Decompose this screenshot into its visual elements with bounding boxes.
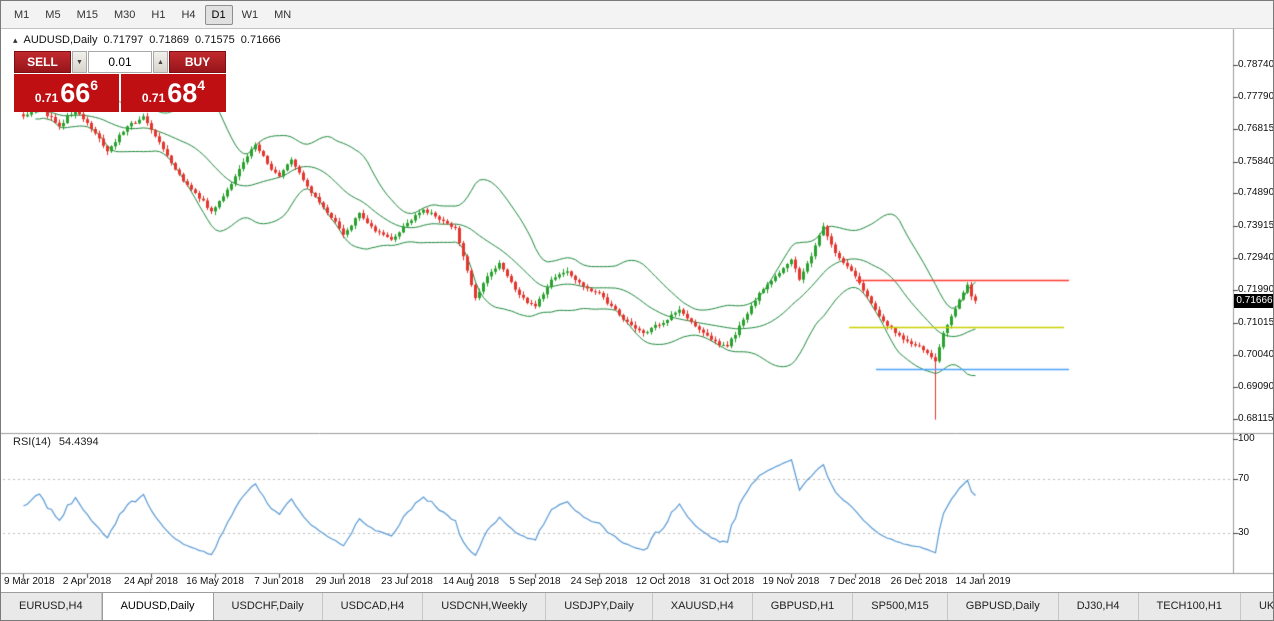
chart-tab-tech100-h1[interactable]: TECH100,H1 xyxy=(1139,593,1241,620)
chart-tab-usdjpy-daily[interactable]: USDJPY,Daily xyxy=(546,593,653,620)
chart-tab-xauusd-h4[interactable]: XAUUSD,H4 xyxy=(653,593,753,620)
date-axis-label: 24 Sep 2018 xyxy=(570,576,628,587)
date-axis-label: 16 May 2018 xyxy=(186,576,244,587)
current-price-tag: 0.71666 xyxy=(1234,293,1273,308)
buy-button[interactable]: BUY xyxy=(169,51,226,73)
price-axis-label: 0.70040 xyxy=(1238,349,1274,360)
buy-price-panel[interactable]: 0.71 68 4 xyxy=(121,74,226,112)
timeframe-toolbar: M1 M5 M15 M30 H1 H4 D1 W1 MN xyxy=(1,1,1273,29)
timeframe-button-m30[interactable]: M30 xyxy=(107,5,142,25)
price-axis-label: 0.75840 xyxy=(1238,155,1274,167)
price-axis-label: 0.71990 xyxy=(1238,284,1274,295)
chart-tab-audusd-daily[interactable]: AUDUSD,Daily xyxy=(101,593,214,620)
chart-tab-eurusd-h4[interactable]: EURUSD,H4 xyxy=(1,593,102,620)
date-axis-label: 24 Apr 2018 xyxy=(124,576,178,587)
sell-price-prefix: 0.71 xyxy=(34,91,59,105)
chart-tabs-bar: EURUSD,H4 AUDUSD,Daily USDCHF,Daily USDCAD,… xyxy=(1,592,1273,620)
chart-symbol-label: AUDUSD,Daily xyxy=(23,34,98,46)
price-axis-label: 0.71015 xyxy=(1238,316,1274,328)
date-axis-label: 31 Oct 2018 xyxy=(699,576,755,587)
chart-tab-gbpusd-h1[interactable]: GBPUSD,H1 xyxy=(753,593,854,620)
rsi-indicator-label: RSI(14) xyxy=(13,436,51,448)
chart-tab-dj30-h4[interactable]: DJ30,H4 xyxy=(1059,593,1139,620)
date-axis-label: 29 Jun 2018 xyxy=(315,576,371,587)
date-axis-label: 23 Jul 2018 xyxy=(381,576,433,587)
timeframe-button-w1[interactable]: W1 xyxy=(235,5,266,25)
price-axis-label: 0.73915 xyxy=(1238,219,1274,231)
ohlc-close: 0.71666 xyxy=(240,34,281,46)
price-axis-label: 0.69090 xyxy=(1238,380,1274,392)
trade-prices-row: 0.71 66 6 0.71 68 4 xyxy=(14,74,226,112)
sell-price-panel[interactable]: 0.71 66 6 xyxy=(14,74,119,112)
date-axis-label: 7 Dec 2018 xyxy=(829,576,881,587)
timeframe-button-mn[interactable]: MN xyxy=(267,5,298,25)
chevron-down-icon: ▼ xyxy=(76,58,83,66)
chevron-up-icon: ▲ xyxy=(157,58,164,66)
chart-tab-sp500-m15[interactable]: SP500,M15 xyxy=(853,593,948,620)
ohlc-low: 0.71575 xyxy=(195,34,235,46)
date-axis-label: 14 Jan 2019 xyxy=(955,576,1011,587)
sell-price-sup: 6 xyxy=(90,77,99,93)
timeframe-button-m5[interactable]: M5 xyxy=(38,5,67,25)
sell-button[interactable]: SELL xyxy=(14,51,71,73)
date-axis-label: 7 Jun 2018 xyxy=(254,576,304,587)
volume-increase-button[interactable]: ▲ xyxy=(153,51,168,73)
price-axis-label: 0.68115 xyxy=(1238,413,1274,425)
price-axis-label: 0.76815 xyxy=(1238,123,1274,135)
volume-decrease-button[interactable]: ▼ xyxy=(72,51,87,73)
trade-controls-row: SELL ▼ ▲ BUY xyxy=(14,51,226,73)
rsi-axis-label: 30 xyxy=(1238,527,1250,538)
price-axis-label: 0.77790 xyxy=(1238,90,1274,102)
chart-tab-ukoil-h1[interactable]: UKOil,H1 xyxy=(1241,593,1273,620)
rsi-axis-label: 100 xyxy=(1238,432,1255,444)
volume-input[interactable] xyxy=(88,51,152,73)
chart-tab-usdcnh-weekly[interactable]: USDCNH,Weekly xyxy=(423,593,547,620)
rsi-indicator-header: RSI(14) 54.4394 xyxy=(13,436,99,448)
timeframe-button-d1[interactable]: D1 xyxy=(204,4,233,25)
date-axis-label: 9 Mar 2018 xyxy=(4,576,55,587)
sell-price-big: 66 xyxy=(60,78,91,108)
date-axis-label: 12 Oct 2018 xyxy=(635,576,691,587)
price-axis-label: 0.72940 xyxy=(1238,252,1274,264)
buy-price-sup: 4 xyxy=(197,77,206,93)
rsi-axis-label: 70 xyxy=(1238,473,1250,484)
timeframe-button-m15[interactable]: M15 xyxy=(70,5,105,25)
date-axis-label: 14 Aug 2018 xyxy=(442,576,500,587)
date-axis-label: 5 Sep 2018 xyxy=(509,576,561,587)
chart-tab-usdcad-h4[interactable]: USDCAD,H4 xyxy=(323,593,424,620)
buy-price-big: 68 xyxy=(167,78,198,108)
one-click-trading-panel: SELL ▼ ▲ BUY 0.71 66 6 0.71 68 4 xyxy=(14,51,226,112)
timeframe-button-h1[interactable]: H1 xyxy=(144,5,172,25)
ohlc-open: 0.71797 xyxy=(103,34,144,46)
date-axis-label: 19 Nov 2018 xyxy=(762,576,820,587)
ohlc-high: 0.71869 xyxy=(149,34,190,46)
timeframe-button-h4[interactable]: H4 xyxy=(174,5,202,25)
rsi-indicator-value: 54.4394 xyxy=(58,436,99,448)
chart-symbol-header: ▴ AUDUSD,Daily 0.71797 0.71869 0.71575 0… xyxy=(13,34,281,46)
chart-tab-usdchf-daily[interactable]: USDCHF,Daily xyxy=(214,593,323,620)
buy-price-prefix: 0.71 xyxy=(141,91,166,105)
date-axis-label: 26 Dec 2018 xyxy=(890,576,948,587)
timeframe-button-m1[interactable]: M1 xyxy=(7,5,36,25)
one-click-toggle-icon[interactable]: ▴ xyxy=(13,34,18,45)
date-axis-label: 2 Apr 2018 xyxy=(62,576,112,587)
chart-tab-gbpusd-daily[interactable]: GBPUSD,Daily xyxy=(948,593,1059,620)
price-axis-label: 0.78740 xyxy=(1238,59,1274,70)
price-axis-label: 0.74890 xyxy=(1238,187,1274,199)
